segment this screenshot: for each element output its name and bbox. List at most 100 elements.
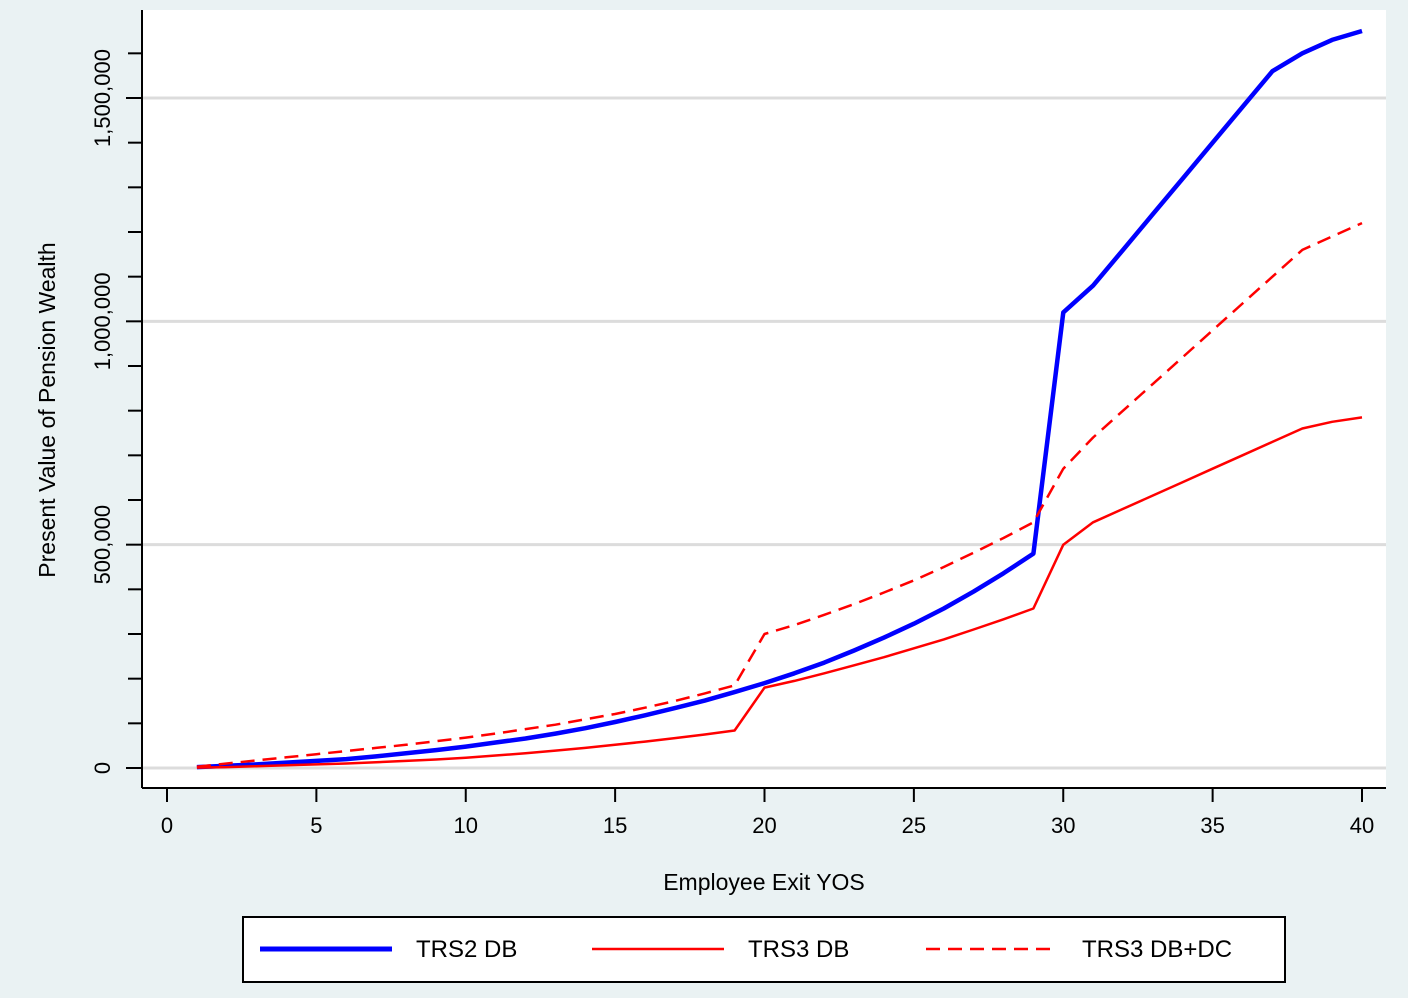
data-point-trs3-db-35 bbox=[1212, 468, 1214, 470]
legend-box bbox=[242, 916, 1286, 983]
data-point-trs3-db-dc-33 bbox=[1152, 383, 1154, 385]
data-point-trs3-db-dc-18 bbox=[704, 693, 706, 695]
data-point-trs3-db-23 bbox=[853, 664, 855, 666]
data-point-trs2-db-38 bbox=[1301, 53, 1303, 55]
data-point-trs3-db-10 bbox=[465, 757, 467, 759]
data-point-trs3-db-3 bbox=[256, 765, 258, 767]
data-point-trs2-db-10 bbox=[465, 746, 467, 748]
data-point-trs2-db-9 bbox=[435, 749, 437, 751]
data-point-trs3-db-dc-12 bbox=[525, 728, 527, 730]
data-point-trs2-db-5 bbox=[316, 760, 318, 762]
data-point-trs2-db-14 bbox=[584, 727, 586, 729]
data-point-trs2-db-31 bbox=[1092, 285, 1094, 287]
data-point-trs3-db-dc-30 bbox=[1062, 468, 1064, 470]
data-point-trs2-db-11 bbox=[495, 742, 497, 744]
data-point-trs3-db-dc-2 bbox=[226, 763, 228, 765]
x-axis: 0 5 10 15 20 25 30 35 40 bbox=[161, 788, 1374, 838]
y-tick-label-0: 0 bbox=[90, 762, 115, 774]
data-point-trs3-db-dc-9 bbox=[435, 740, 437, 742]
data-point-trs3-db-20 bbox=[764, 687, 766, 689]
x-tick-label-6: 30 bbox=[1051, 813, 1075, 838]
data-point-trs3-db-4 bbox=[286, 765, 288, 767]
data-point-trs3-db-dc-28 bbox=[1003, 537, 1005, 539]
data-point-trs3-db-dc-17 bbox=[674, 700, 676, 702]
data-point-trs2-db-30 bbox=[1062, 312, 1064, 314]
data-point-trs2-db-23 bbox=[853, 650, 855, 652]
data-point-trs3-db-dc-38 bbox=[1301, 249, 1303, 251]
data-point-trs3-db-25 bbox=[913, 647, 915, 649]
data-point-trs3-db-17 bbox=[674, 737, 676, 739]
plot-background bbox=[142, 10, 1386, 788]
gridlines bbox=[142, 96, 1386, 770]
data-point-trs3-db-14 bbox=[584, 747, 586, 749]
legend: TRS2 DB TRS3 DB TRS3 DB+DC bbox=[242, 916, 1286, 983]
series-line-trs3-db bbox=[196, 416, 1363, 769]
data-point-trs2-db-27 bbox=[973, 591, 975, 593]
data-point-trs3-db-dc-31 bbox=[1092, 437, 1094, 439]
y-tick-label-2: 1,000,000 bbox=[90, 272, 115, 370]
data-point-trs2-db-36 bbox=[1242, 106, 1244, 108]
data-point-trs3-db-dc-23 bbox=[853, 603, 855, 605]
x-tick-label-1: 5 bbox=[310, 813, 322, 838]
legend-label-trs3-db: TRS3 DB bbox=[748, 936, 849, 963]
data-point-trs3-db-36 bbox=[1242, 455, 1244, 457]
data-point-trs3-db-39 bbox=[1331, 421, 1333, 423]
data-point-trs3-db-dc-3 bbox=[256, 760, 258, 762]
x-axis-title: Employee Exit YOS bbox=[663, 869, 865, 895]
data-point-trs2-db-29 bbox=[1033, 553, 1035, 555]
data-point-trs3-db-27 bbox=[973, 629, 975, 631]
data-point-trs3-db-dc-29 bbox=[1033, 522, 1035, 524]
data-point-trs3-db-33 bbox=[1152, 495, 1154, 497]
y-tick-label-1: 500,000 bbox=[90, 505, 115, 585]
data-point-trs3-db-dc-27 bbox=[973, 552, 975, 554]
data-point-trs2-db-28 bbox=[1003, 572, 1005, 574]
data-point-trs3-db-dc-36 bbox=[1242, 303, 1244, 305]
data-point-trs3-db-15 bbox=[614, 744, 616, 746]
data-point-trs2-db-7 bbox=[375, 756, 377, 758]
data-point-trs3-db-dc-19 bbox=[734, 685, 736, 687]
data-point-trs2-db-32 bbox=[1122, 249, 1124, 251]
data-point-trs3-db-dc-39 bbox=[1331, 236, 1333, 238]
data-point-trs3-db-dc-1 bbox=[196, 766, 198, 768]
data-point-trs2-db-37 bbox=[1272, 70, 1274, 72]
data-point-trs3-db-6 bbox=[345, 763, 347, 765]
data-point-trs3-db-dc-14 bbox=[584, 719, 586, 721]
data-point-trs3-db-dc-26 bbox=[943, 566, 945, 568]
data-point-trs2-db-22 bbox=[823, 662, 825, 664]
data-point-trs3-db-dc-13 bbox=[555, 724, 557, 726]
data-point-trs3-db-29 bbox=[1033, 608, 1035, 610]
data-point-trs3-db-7 bbox=[375, 761, 377, 763]
data-point-trs3-db-dc-16 bbox=[644, 707, 646, 709]
data-point-trs2-db-12 bbox=[525, 738, 527, 740]
data-point-trs3-db-dc-32 bbox=[1122, 410, 1124, 412]
data-point-trs3-db-dc-11 bbox=[495, 733, 497, 735]
data-point-trs3-db-12 bbox=[525, 752, 527, 754]
data-point-trs2-db-33 bbox=[1152, 213, 1154, 215]
data-point-trs3-db-dc-6 bbox=[345, 750, 347, 752]
x-tick-label-3: 15 bbox=[603, 813, 627, 838]
series-line-trs3-db-dc bbox=[196, 221, 1363, 768]
data-point-trs3-db-40 bbox=[1361, 417, 1363, 419]
data-point-trs3-db-5 bbox=[316, 764, 318, 766]
x-tick-label-5: 25 bbox=[902, 813, 926, 838]
x-tick-label-8: 40 bbox=[1350, 813, 1374, 838]
data-point-trs3-db-26 bbox=[943, 639, 945, 641]
x-tick-label-4: 20 bbox=[752, 813, 776, 838]
data-point-trs2-db-16 bbox=[644, 714, 646, 716]
data-point-trs3-db-37 bbox=[1272, 441, 1274, 443]
y-tick-label-3: 1,500,000 bbox=[90, 49, 115, 147]
data-point-trs2-db-4 bbox=[286, 762, 288, 764]
data-point-trs3-db-dc-4 bbox=[286, 756, 288, 758]
data-point-trs3-db-dc-34 bbox=[1182, 356, 1184, 358]
data-point-trs3-db-dc-37 bbox=[1272, 276, 1274, 278]
data-point-trs3-db-13 bbox=[555, 750, 557, 752]
data-point-trs3-db-19 bbox=[734, 730, 736, 732]
legend-label-trs2-db: TRS2 DB bbox=[416, 936, 517, 963]
data-point-trs3-db-dc-8 bbox=[405, 744, 407, 746]
data-point-trs3-db-dc-21 bbox=[794, 624, 796, 626]
data-point-trs3-db-dc-22 bbox=[823, 614, 825, 616]
data-point-trs3-db-18 bbox=[704, 734, 706, 736]
data-point-trs2-db-8 bbox=[405, 752, 407, 754]
data-point-trs2-db-34 bbox=[1182, 178, 1184, 180]
